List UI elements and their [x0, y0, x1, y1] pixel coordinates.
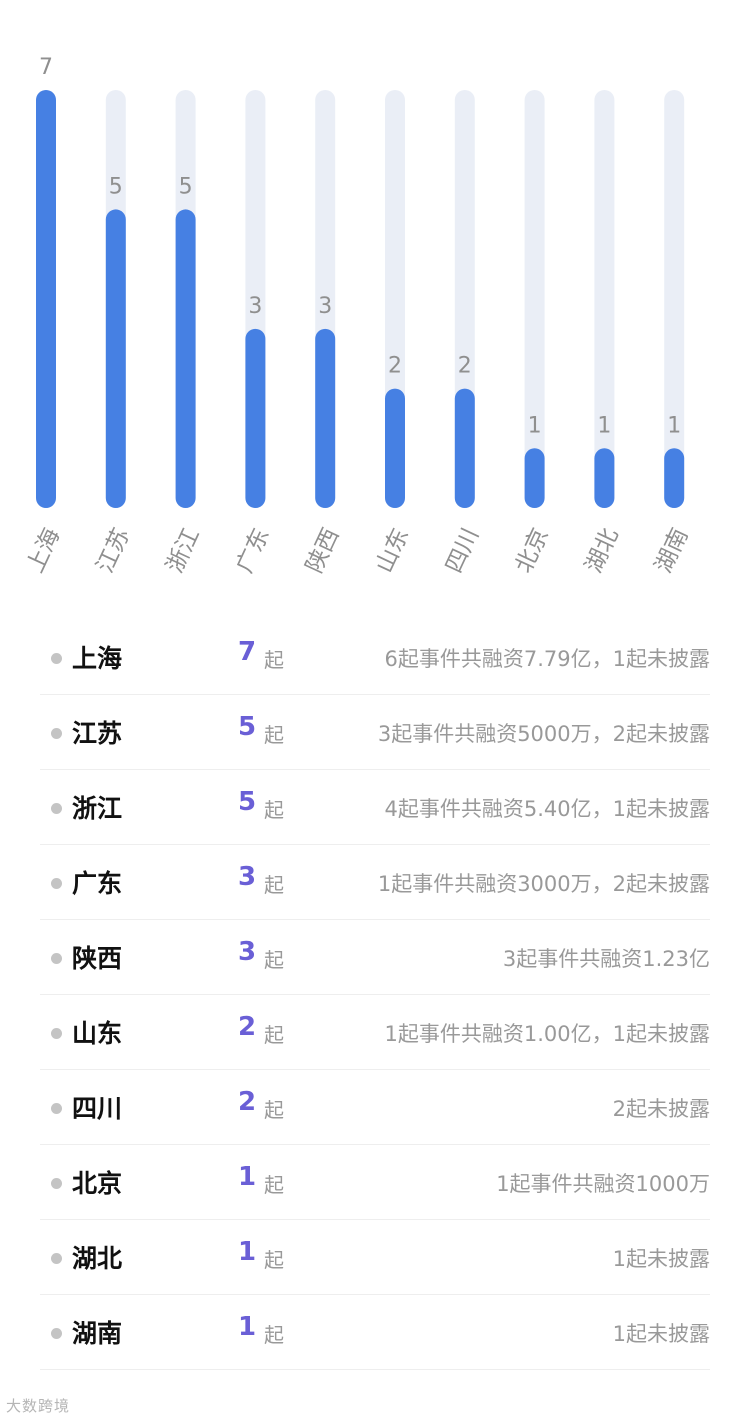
funding-description: 2起未披露 — [612, 1097, 710, 1121]
bullet-dot-icon — [51, 728, 62, 739]
value-label: 1 — [528, 413, 542, 438]
watermark-logo: 大数跨境 — [6, 1397, 71, 1415]
table-row: 北京 1 起 1起事件共融资1000万 — [40, 1145, 710, 1220]
bullet-dot-icon — [51, 953, 62, 964]
table-row: 湖南 1 起 1起未披露 — [40, 1295, 710, 1370]
funding-description: 4起事件共融资5.40亿，1起未披露 — [384, 797, 710, 821]
count-unit: 起 — [264, 798, 284, 822]
table-row: 浙江 5 起 4起事件共融资5.40亿，1起未披露 — [40, 770, 710, 845]
region-name: 上海 — [72, 644, 123, 673]
table-row: 四川 2 起 2起未披露 — [40, 1070, 710, 1145]
bullet-dot-icon — [51, 653, 62, 664]
table-row: 江苏 5 起 3起事件共融资5000万，2起未披露 — [40, 695, 710, 770]
bar-江苏 — [105, 209, 126, 508]
table-row: 上海 7 起 6起事件共融资7.79亿，1起未披露 — [40, 620, 710, 695]
event-count: 5 — [238, 787, 257, 817]
region-name: 广东 — [72, 869, 123, 898]
event-count: 2 — [238, 1087, 257, 1117]
category-label: 四川 — [441, 524, 484, 577]
event-count: 5 — [238, 712, 257, 742]
bar-浙江 — [175, 209, 196, 508]
bar-track — [594, 90, 615, 508]
bar-四川 — [454, 388, 475, 508]
category-label: 江苏 — [92, 524, 135, 577]
bar-chart: 7 上海 5 江苏 5 浙江 3 广东 3 陕西 2 山东 2 四川 1 北京 1 湖北 1 湖南 — [22, 55, 694, 577]
value-label: 2 — [388, 354, 402, 379]
funding-description: 1起未披露 — [612, 1322, 710, 1346]
count-unit: 起 — [264, 1323, 284, 1347]
funding-description: 3起事件共融资5000万，2起未披露 — [377, 722, 710, 746]
bar-track — [524, 90, 545, 508]
bullet-dot-icon — [51, 1178, 62, 1189]
table-row: 陕西 3 起 3起事件共融资1.23亿 — [40, 920, 710, 995]
bar-山东 — [385, 388, 405, 508]
count-unit: 起 — [264, 948, 284, 972]
funding-description: 1起事件共融资3000万，2起未披露 — [377, 872, 710, 896]
category-label: 湖北 — [581, 524, 624, 577]
value-label: 3 — [248, 294, 262, 319]
event-count: 1 — [238, 1162, 257, 1192]
bar-北京 — [524, 448, 545, 508]
bar-湖北 — [594, 448, 615, 508]
bar-陕西 — [315, 328, 336, 508]
bullet-dot-icon — [51, 1103, 62, 1114]
event-count: 1 — [238, 1312, 257, 1342]
value-label: 1 — [597, 413, 611, 438]
category-label: 上海 — [22, 524, 65, 577]
region-name: 浙江 — [72, 794, 123, 823]
funding-description: 3起事件共融资1.23亿 — [502, 947, 710, 971]
event-count: 3 — [238, 937, 257, 967]
category-label: 山东 — [371, 524, 414, 577]
event-count: 2 — [238, 1012, 257, 1042]
region-name: 四川 — [72, 1094, 123, 1123]
region-name: 湖北 — [72, 1244, 123, 1273]
event-count: 7 — [238, 637, 257, 667]
category-label: 广东 — [232, 524, 275, 577]
funding-description: 1起事件共融资1.00亿，1起未披露 — [384, 1022, 710, 1046]
bullet-dot-icon — [51, 1328, 62, 1339]
category-label: 湖南 — [651, 524, 694, 577]
bar-track — [664, 90, 685, 508]
category-label: 陕西 — [302, 524, 345, 577]
value-label: 5 — [179, 174, 193, 199]
event-count: 3 — [238, 862, 257, 892]
bullet-dot-icon — [51, 878, 62, 889]
value-label: 2 — [458, 354, 472, 379]
count-unit: 起 — [264, 1098, 284, 1122]
funding-description: 1起未披露 — [612, 1247, 710, 1271]
region-name: 湖南 — [72, 1319, 123, 1348]
bar-上海 — [36, 90, 56, 508]
region-name: 山东 — [72, 1019, 123, 1048]
bar-广东 — [245, 328, 266, 508]
value-label: 7 — [39, 55, 53, 80]
bar-湖南 — [664, 448, 685, 508]
value-label: 3 — [318, 294, 332, 319]
count-unit: 起 — [264, 723, 284, 747]
region-name: 江苏 — [72, 719, 123, 748]
count-unit: 起 — [264, 873, 284, 897]
bullet-dot-icon — [51, 1028, 62, 1039]
category-label: 浙江 — [162, 524, 205, 577]
table-row: 广东 3 起 1起事件共融资3000万，2起未披露 — [40, 845, 710, 920]
funding-description: 6起事件共融资7.79亿，1起未披露 — [384, 647, 710, 671]
table-row: 山东 2 起 1起事件共融资1.00亿，1起未披露 — [40, 995, 710, 1070]
count-unit: 起 — [264, 1248, 284, 1272]
region-name: 北京 — [72, 1169, 123, 1198]
table-row: 湖北 1 起 1起未披露 — [40, 1220, 710, 1295]
category-label: 北京 — [511, 524, 554, 577]
bullet-dot-icon — [51, 1253, 62, 1264]
count-unit: 起 — [264, 1173, 284, 1197]
value-label: 1 — [667, 413, 681, 438]
region-table: 上海 7 起 6起事件共融资7.79亿，1起未披露 江苏 5 起 3起事件共融资… — [40, 620, 710, 1370]
event-count: 1 — [238, 1237, 257, 1267]
count-unit: 起 — [264, 648, 284, 672]
funding-description: 1起事件共融资1000万 — [496, 1172, 710, 1196]
bullet-dot-icon — [51, 803, 62, 814]
value-label: 5 — [109, 174, 123, 199]
region-name: 陕西 — [72, 944, 123, 973]
count-unit: 起 — [264, 1023, 284, 1047]
